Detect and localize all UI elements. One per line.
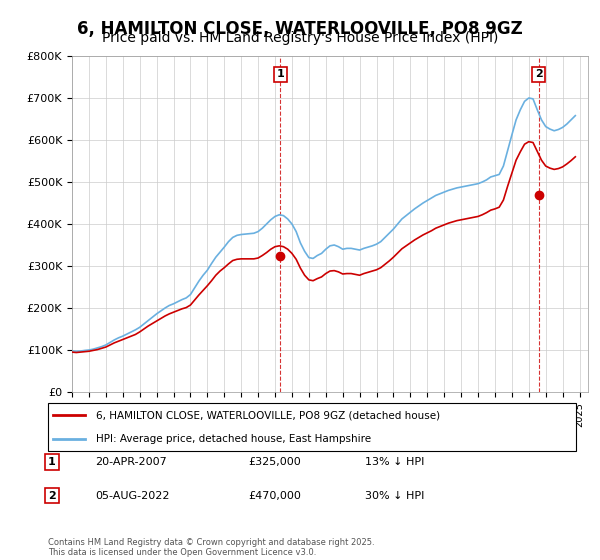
Text: 20-APR-2007: 20-APR-2007: [95, 457, 167, 467]
Text: Price paid vs. HM Land Registry's House Price Index (HPI): Price paid vs. HM Land Registry's House …: [102, 31, 498, 45]
Text: £325,000: £325,000: [248, 457, 301, 467]
FancyBboxPatch shape: [48, 403, 576, 451]
Text: 30% ↓ HPI: 30% ↓ HPI: [365, 491, 424, 501]
Text: 05-AUG-2022: 05-AUG-2022: [95, 491, 170, 501]
Text: 13% ↓ HPI: 13% ↓ HPI: [365, 457, 424, 467]
Text: 6, HAMILTON CLOSE, WATERLOOVILLE, PO8 9GZ: 6, HAMILTON CLOSE, WATERLOOVILLE, PO8 9G…: [77, 20, 523, 38]
Text: Contains HM Land Registry data © Crown copyright and database right 2025.
This d: Contains HM Land Registry data © Crown c…: [48, 538, 374, 557]
Text: 1: 1: [48, 457, 56, 467]
Text: £470,000: £470,000: [248, 491, 302, 501]
Text: 2: 2: [48, 491, 56, 501]
Text: 6, HAMILTON CLOSE, WATERLOOVILLE, PO8 9GZ (detached house): 6, HAMILTON CLOSE, WATERLOOVILLE, PO8 9G…: [95, 410, 440, 420]
Text: 2: 2: [535, 69, 542, 80]
Text: HPI: Average price, detached house, East Hampshire: HPI: Average price, detached house, East…: [95, 434, 371, 444]
Text: 1: 1: [277, 69, 284, 80]
